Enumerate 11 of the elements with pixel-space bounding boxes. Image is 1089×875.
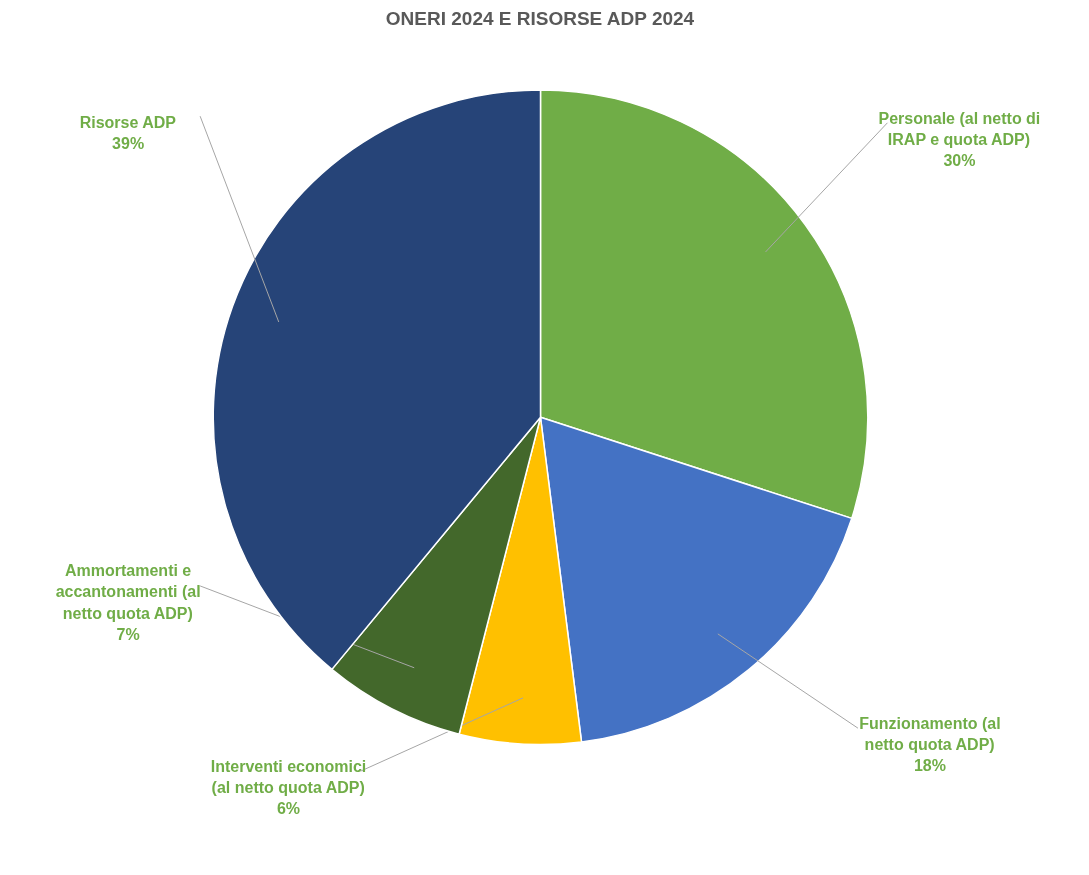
slice-label: Ammortamenti e accantonamenti (al netto quota ADP) [55, 562, 201, 622]
slice-label: Funzionamento (al netto quota ADP) [859, 714, 1001, 754]
slice-label: Personale (al netto di IRAP e quota ADP) [878, 109, 1041, 148]
data-label: 30% [943, 152, 976, 170]
data-label: 18% [913, 757, 946, 775]
data-label: 7% [116, 625, 140, 643]
data-label: 39% [112, 134, 145, 152]
data-label: 6% [276, 800, 301, 818]
slice-label: Interventi economici (al netto quota ADP) [210, 757, 367, 797]
slice-label: Risorse ADP [79, 113, 177, 131]
chart-title: ONERI 2024 E RISORSE ADP 2024 [385, 7, 695, 29]
